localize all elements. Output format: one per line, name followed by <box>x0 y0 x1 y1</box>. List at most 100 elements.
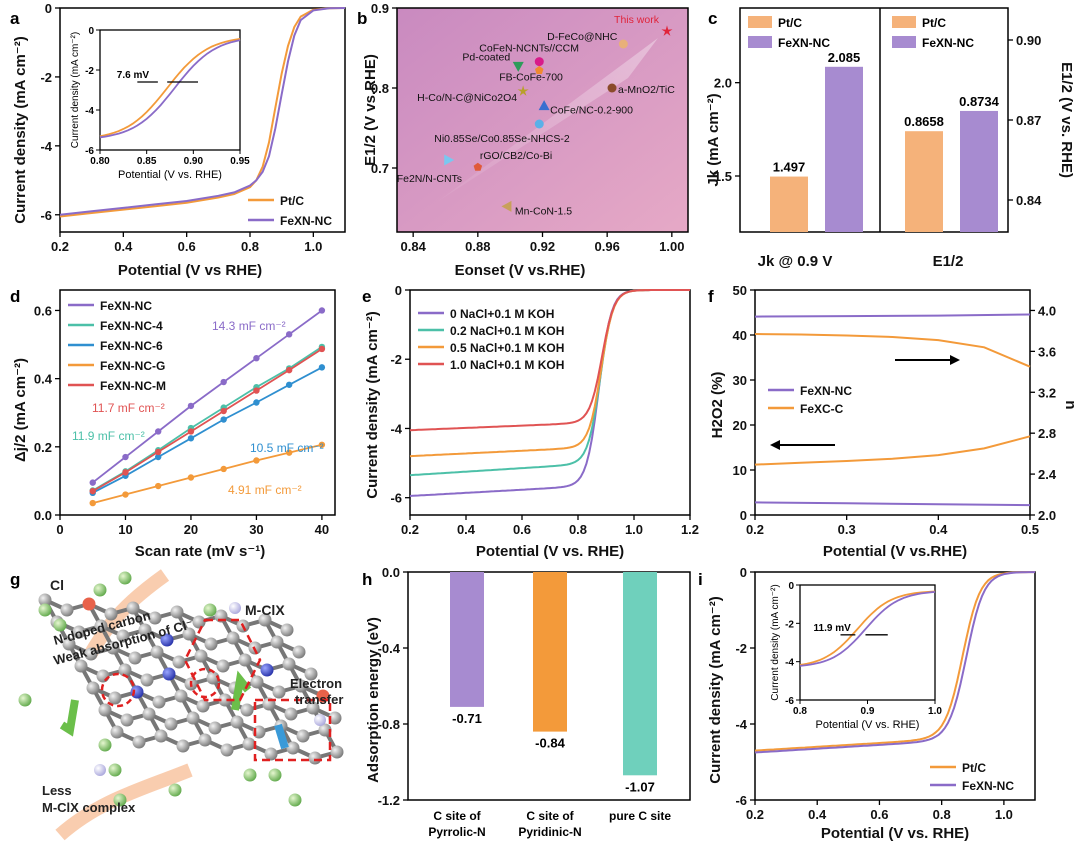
panel-i-inset-xlabel: Potential (V vs. RHE) <box>816 719 920 731</box>
panel-c-ylabel-right: E1/2 (V vs. RHE) <box>1058 62 1075 178</box>
panel-b-xlabel: Eonset (V vs.RHE) <box>455 262 586 279</box>
panel-g-atom-73 <box>154 729 168 743</box>
panel-g-mclx-text: M-ClX <box>245 602 285 618</box>
panel-f-left-ytick-label-2: 20 <box>733 418 747 433</box>
panel-e-xtick-label-5: 1.2 <box>681 522 699 537</box>
panel-i-xtick-label-1: 0.4 <box>808 807 827 822</box>
panel-g-atom-15 <box>116 629 130 643</box>
panel-f-right-ytick-label-4: 3.6 <box>1038 344 1056 359</box>
panel-g-atom-80 <box>308 751 322 765</box>
panel-d-annotation-2: 10.5 mF cm⁻² <box>250 441 324 455</box>
panel-i-inset-ylabel: Current density (mA cm⁻²) <box>770 584 781 700</box>
panel-d-point-2-3 <box>187 435 195 442</box>
panel-i-inset-series-1 <box>799 591 936 667</box>
panel-b-point-label-2: CoFeN-NCNTs//CCM <box>479 43 579 55</box>
panel-e-ytick-label-0: -6 <box>390 491 402 506</box>
panel-c-group1-label: Jk @ 0.9 V <box>758 253 833 270</box>
panel-b-point-label-8: Ni0.85Se/Co0.85Se-NHCS-2 <box>434 133 570 145</box>
panel-d-ylabel: Δj/2 (mA cm⁻²) <box>12 358 29 462</box>
panel-g-atom-72 <box>132 735 146 749</box>
panel-g-atom-28 <box>150 645 164 659</box>
panel-g-atom-27 <box>128 651 142 665</box>
panel-g-graphene-lattice <box>18 571 344 807</box>
panel-g-atom-69 <box>296 729 310 743</box>
panel-b-point-11 <box>501 200 512 212</box>
panel-i-ytick-label-1: -4 <box>735 717 747 732</box>
panel-d-xtick-label-2: 20 <box>184 522 198 537</box>
panel-b-point-1 <box>618 39 628 49</box>
panel-d-point-2-4 <box>220 416 227 423</box>
panel-a-xtick-label-0: 0.2 <box>51 239 69 254</box>
panel-g-atom-29 <box>172 655 186 669</box>
panel-g-cl-ion-11 <box>288 793 302 807</box>
panel-g-atom-52 <box>174 689 188 703</box>
panel-label-e: e <box>362 287 371 306</box>
panel-i-series-0 <box>754 571 1036 752</box>
panel-g-atom-32 <box>238 653 252 667</box>
panel-a-inset-ytick-label-0: -6 <box>85 146 94 157</box>
panel-f-right-ytick-label-1: 2.4 <box>1038 467 1057 482</box>
panel-e-xtick-label-3: 0.8 <box>569 522 587 537</box>
panel-g-atom-24 <box>62 637 76 651</box>
panel-d-annotation-4: 11.7 mF cm⁻² <box>92 401 165 415</box>
panel-e-frame <box>409 289 691 516</box>
panel-d-point-0-2 <box>155 428 162 435</box>
panel-f-series-2 <box>754 313 1031 318</box>
panel-g-cl-ion-12 <box>113 793 127 807</box>
panel-d-point-3-5 <box>253 457 260 464</box>
panel-c-legend-text-0-1: FeXN-NC <box>778 36 830 50</box>
panel-e-ytick-label-2: -2 <box>390 352 402 367</box>
panel-c-legend-swatch-0-0 <box>748 16 772 28</box>
panel-b-xtick-label-4: 1.00 <box>659 239 684 254</box>
panel-g-atom-75 <box>198 733 212 747</box>
panel-c-legend-swatch-1-0 <box>892 16 916 28</box>
panel-g-atom-22 <box>270 635 284 649</box>
panel-c-bar-label-0-0: 1.497 <box>773 160 806 175</box>
panel-g-atom-11 <box>280 623 294 637</box>
panel-d-point-0-3 <box>187 402 195 410</box>
panel-i-inset-annotation: 11.9 mV <box>814 623 852 634</box>
panel-d-xlabel: Scan rate (mV s⁻¹) <box>135 543 265 560</box>
panel-g-red-circle-right <box>189 667 221 699</box>
panel-c-bar-0-1 <box>825 66 863 232</box>
panel-label-b: b <box>357 9 367 28</box>
panel-f-left-ytick-label-4: 40 <box>733 328 747 343</box>
panel-g-atom-81 <box>330 745 344 759</box>
panel-b-point-9 <box>444 154 455 166</box>
panel-c-ylabel-left: Jk (mA cm⁻²) <box>705 93 722 186</box>
panel-g-atom-71 <box>110 725 124 739</box>
panel-g-red-dashed-box <box>183 618 262 702</box>
panel-g-electron-text: Electron <box>290 676 342 691</box>
panel-g-atom-18 <box>182 627 196 641</box>
panel-f-right-ytick-label-5: 4.0 <box>1038 303 1056 318</box>
panel-d-point-2-2 <box>155 453 162 461</box>
panel-a-inset-xtick-label-0: 0.80 <box>90 156 110 167</box>
panel-g-atom-40 <box>162 667 176 681</box>
panel-g-atom-42 <box>206 671 220 685</box>
panel-e-ylabel: Current density (mA cm⁻²) <box>364 311 381 498</box>
panel-e-xtick-label-2: 0.6 <box>513 522 531 537</box>
panel-g-atom-77 <box>242 737 256 751</box>
panel-d-xtick-label-4: 40 <box>315 522 329 537</box>
panel-b-point-8 <box>534 119 544 129</box>
panel-g-atom-55 <box>240 703 254 717</box>
panel-h-category-0-0: C site of <box>433 809 481 823</box>
panel-label-d: d <box>10 287 20 306</box>
panel-g-metal-ion-2 <box>94 764 106 776</box>
panel-h-category-0-1: Pyrrolic-N <box>428 825 485 839</box>
panel-b-point-label-7: CoFe/NC-0.2-900 <box>550 105 633 117</box>
panel-d-point-4-5 <box>253 387 260 394</box>
panel-i-inset-ytick-label-3: 0 <box>788 581 794 592</box>
panel-d-point-4-2 <box>155 448 162 456</box>
panel-g-atom-39 <box>140 673 154 687</box>
panel-d-point-4-3 <box>187 428 195 435</box>
panel-a-inset-xtick-label-3: 0.95 <box>230 156 250 167</box>
panel-b-point-5 <box>607 83 617 93</box>
panel-d-ytick-label-1: 0.2 <box>34 440 52 455</box>
panel-e-series-3 <box>409 289 690 432</box>
panel-b-point-3 <box>512 61 524 72</box>
panel-g-atom-49 <box>108 691 122 705</box>
panel-g-atom-50 <box>130 685 144 699</box>
panel-label-i: i <box>698 570 703 589</box>
